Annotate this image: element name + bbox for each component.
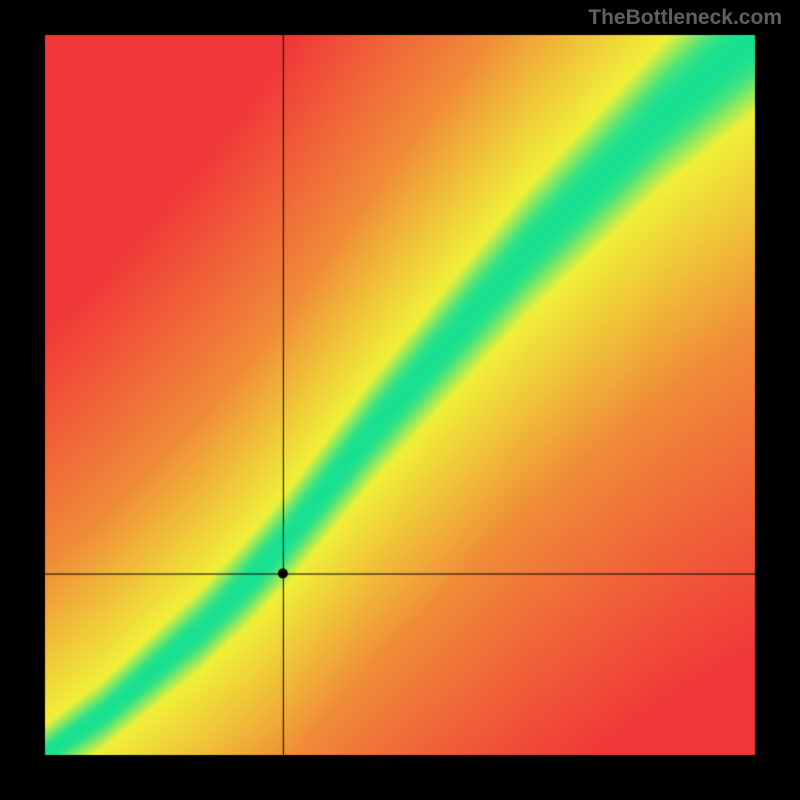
heatmap-canvas — [0, 0, 800, 800]
chart-container: TheBottleneck.com — [0, 0, 800, 800]
watermark-text: TheBottleneck.com — [588, 6, 782, 30]
